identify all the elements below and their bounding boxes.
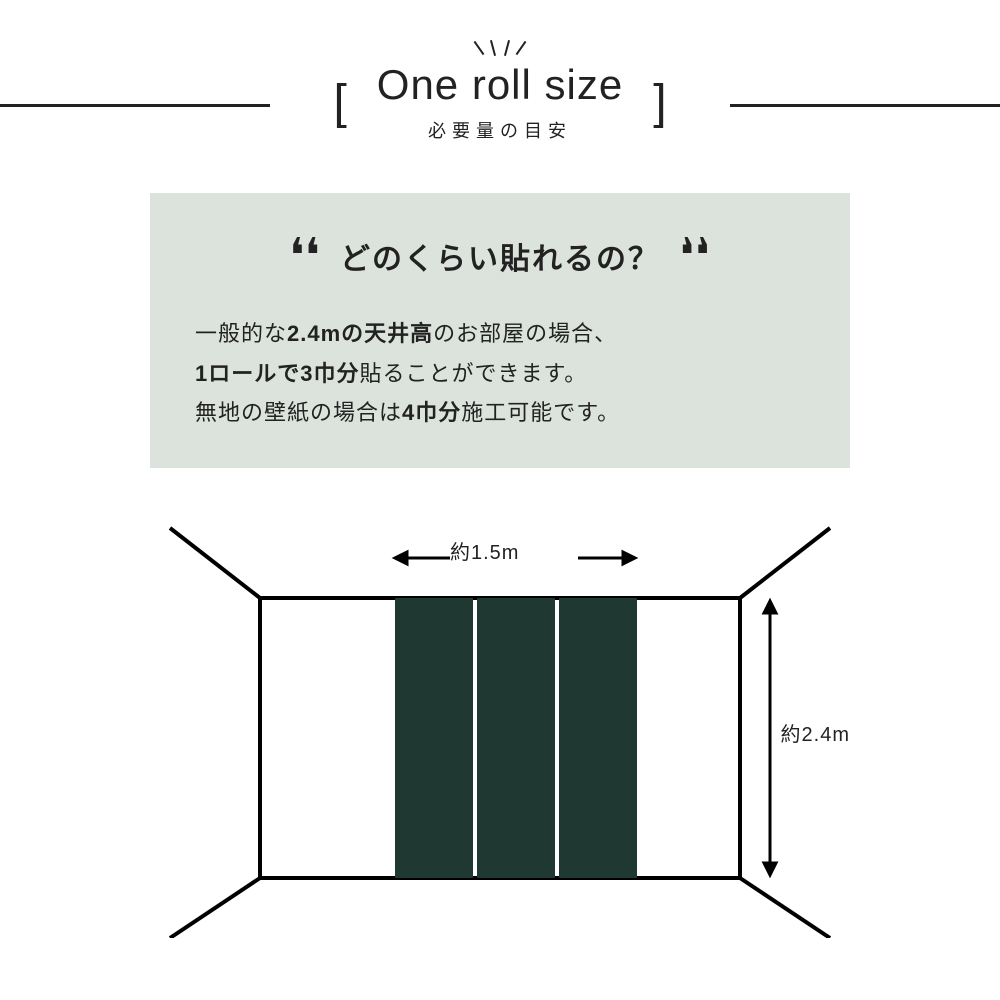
height-label: 約2.4m — [781, 718, 850, 747]
header-rule-left — [0, 104, 270, 107]
panel-3 — [559, 598, 637, 878]
quote-open-icon: ❛❛ — [289, 228, 320, 284]
question-text: どのくらい貼れるの？ — [340, 234, 660, 278]
diagram-svg — [150, 518, 850, 938]
header-section: [ One roll size 必要量の目安 ] — [0, 0, 1000, 143]
line2-bold: 1ロールで3巾分 — [195, 361, 359, 386]
info-body: 一般的な2.4mの天井高のお部屋の場合、 1ロールで3巾分貼ることができます。 … — [195, 314, 805, 433]
header-rule-right — [730, 104, 1000, 107]
question-row: ❛❛ どのくらい貼れるの？ ❛❛ — [195, 228, 805, 284]
title-rays — [0, 40, 1000, 56]
line3-post: 施工可能です。 — [461, 400, 620, 425]
bracket-left: [ — [333, 75, 346, 130]
line1-bold: 2.4mの天井高 — [287, 321, 433, 346]
page-title: One roll size — [377, 61, 623, 109]
line1-pre: 一般的な — [195, 321, 287, 346]
line1-post: のお部屋の場合、 — [433, 321, 617, 346]
room-diagram: 約1.5m 約2.4m — [150, 518, 850, 938]
quote-close-icon: ❛❛ — [680, 228, 711, 284]
width-label: 約1.5m — [450, 536, 519, 565]
bracket-right: ] — [653, 75, 666, 130]
panel-2 — [477, 598, 555, 878]
line2-post: 貼ることができます。 — [359, 361, 587, 386]
info-box: ❛❛ どのくらい貼れるの？ ❛❛ 一般的な2.4mの天井高のお部屋の場合、 1ロ… — [150, 193, 850, 468]
line3-pre: 無地の壁紙の場合は — [195, 400, 402, 425]
title-wrapper: [ One roll size 必要量の目安 ] — [333, 61, 666, 143]
page-subtitle: 必要量の目安 — [377, 117, 623, 143]
panel-1 — [395, 598, 473, 878]
line3-bold: 4巾分 — [402, 400, 461, 425]
